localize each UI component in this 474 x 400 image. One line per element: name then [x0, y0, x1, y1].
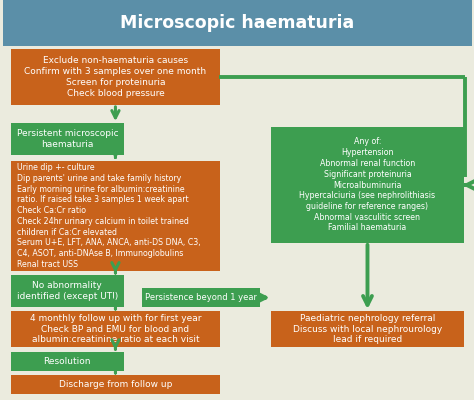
FancyBboxPatch shape [11, 311, 220, 347]
FancyBboxPatch shape [271, 311, 464, 347]
Text: Resolution: Resolution [44, 357, 91, 366]
FancyBboxPatch shape [11, 123, 124, 155]
FancyBboxPatch shape [11, 161, 220, 271]
Text: No abnormality
identified (except UTI): No abnormality identified (except UTI) [17, 281, 118, 301]
FancyBboxPatch shape [11, 352, 124, 371]
FancyBboxPatch shape [271, 127, 464, 243]
FancyBboxPatch shape [142, 288, 260, 307]
FancyBboxPatch shape [11, 375, 220, 394]
Text: Exclude non-haematuria causes
Confirm with 3 samples over one month
Screen for p: Exclude non-haematuria causes Confirm wi… [24, 56, 207, 98]
Text: Microscopic haematuria: Microscopic haematuria [120, 14, 355, 32]
Text: Any of:
Hypertension
Abnormal renal function
Significant proteinuria
Microalbumi: Any of: Hypertension Abnormal renal func… [300, 138, 436, 232]
Text: 4 monthly follow up with for first year
Check BP and EMU for blood and
albumin:c: 4 monthly follow up with for first year … [30, 314, 201, 344]
Text: Persistence beyond 1 year: Persistence beyond 1 year [145, 293, 257, 302]
Text: Persistent microscopic
haematuria: Persistent microscopic haematuria [17, 129, 118, 149]
FancyBboxPatch shape [11, 49, 220, 105]
Text: Paediatric nephrology referral
Discuss with local nephrourology
lead if required: Paediatric nephrology referral Discuss w… [293, 314, 442, 344]
Text: Urine dip +- culture
Dip parents' urine and take family history
Early morning ur: Urine dip +- culture Dip parents' urine … [17, 163, 201, 269]
FancyBboxPatch shape [3, 0, 472, 46]
Text: Discharge from follow up: Discharge from follow up [59, 380, 172, 389]
FancyBboxPatch shape [11, 275, 124, 307]
